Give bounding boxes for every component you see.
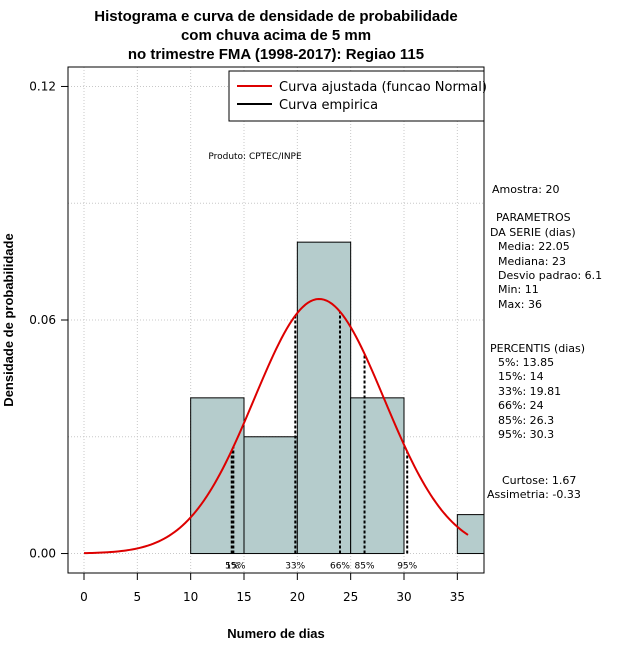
parameters-header-2: DA SERIE (dias) bbox=[490, 226, 576, 239]
param-median: Mediana: 23 bbox=[498, 255, 566, 268]
percentile-85: 85%: 26.3 bbox=[498, 414, 554, 427]
x-axis-title: Numero de dias bbox=[227, 626, 325, 641]
x-tick-label: 15 bbox=[236, 590, 251, 604]
normal-curve bbox=[83, 297, 469, 555]
side-statistics: Amostra: 20 PARAMETROS DA SERIE (dias) M… bbox=[487, 183, 602, 501]
legend-label-fitted: Curva ajustada (funcao Normal) bbox=[279, 80, 487, 95]
product-annotation: Produto: CPTEC/INPE bbox=[208, 152, 302, 162]
legend-box bbox=[228, 70, 485, 122]
percentile-33: 33%: 19.81 bbox=[498, 385, 561, 398]
y-tick-label: 0.00 bbox=[29, 547, 56, 561]
param-mean: Media: 22.05 bbox=[498, 240, 570, 253]
kurtosis-text: Curtose: 1.67 bbox=[502, 474, 576, 487]
y-tick-label: 0.12 bbox=[29, 79, 56, 93]
param-max: Max: 36 bbox=[498, 298, 542, 311]
histogram-bar bbox=[190, 397, 245, 555]
percentile-axis-label: 5% bbox=[225, 562, 240, 572]
y-axis: 0.00 0.06 0.12 bbox=[29, 79, 69, 561]
x-tick-label: 10 bbox=[183, 590, 198, 604]
y-axis-title: Densidade de probabilidade bbox=[1, 233, 16, 406]
x-tick-label: 35 bbox=[450, 590, 465, 604]
histogram-bars bbox=[190, 241, 485, 555]
histogram-bar bbox=[296, 241, 352, 555]
x-tick-label: 25 bbox=[343, 590, 358, 604]
histogram-bar bbox=[243, 436, 298, 555]
percentile-lines bbox=[230, 311, 409, 554]
param-sd: Desvio padrao: 6.1 bbox=[498, 269, 602, 282]
skewness-text: Assimetria: -0.33 bbox=[487, 488, 581, 501]
param-min: Min: 11 bbox=[498, 283, 539, 296]
percentile-axis-label: 95% bbox=[397, 562, 417, 572]
percentile-axis-label: 15% bbox=[225, 562, 245, 572]
legend-label-empirical: Curva empirica bbox=[279, 98, 378, 113]
x-tick-label: 20 bbox=[290, 590, 305, 604]
legend: Curva ajustada (funcao Normal) Curva emp… bbox=[228, 70, 487, 122]
x-tick-label: 0 bbox=[80, 590, 88, 604]
percentile-15: 15%: 14 bbox=[498, 370, 544, 383]
percentile-axis-labels: 15%5% 33% 66% 85% 95% bbox=[225, 562, 418, 572]
sample-size-text: Amostra: 20 bbox=[492, 183, 559, 196]
percentile-axis-label: 85% bbox=[355, 562, 375, 572]
x-tick-label: 30 bbox=[396, 590, 411, 604]
percentiles-header: PERCENTIS (dias) bbox=[490, 342, 585, 355]
chart-title-line-2: com chuva acima de 5 mm bbox=[181, 27, 371, 44]
histogram-bar bbox=[456, 514, 485, 555]
chart-title-line-3: no trimestre FMA (1998-2017): Regiao 115 bbox=[128, 46, 424, 63]
percentile-axis-label: 66% bbox=[330, 562, 350, 572]
x-axis: 0 5 10 15 20 25 30 35 bbox=[80, 572, 465, 604]
percentile-95: 95%: 30.3 bbox=[498, 428, 554, 441]
percentile-axis-label: 33% bbox=[285, 562, 305, 572]
x-tick-label: 5 bbox=[134, 590, 142, 604]
chart-title-line-1: Histograma e curva de densidade de proba… bbox=[94, 8, 457, 25]
percentile-5: 5%: 13.85 bbox=[498, 356, 554, 369]
normal-curve-line bbox=[83, 297, 469, 555]
percentile-66: 66%: 24 bbox=[498, 399, 544, 412]
parameters-header-1: PARAMETROS bbox=[496, 211, 571, 224]
histogram-bar bbox=[350, 397, 405, 555]
y-tick-label: 0.06 bbox=[29, 313, 56, 327]
